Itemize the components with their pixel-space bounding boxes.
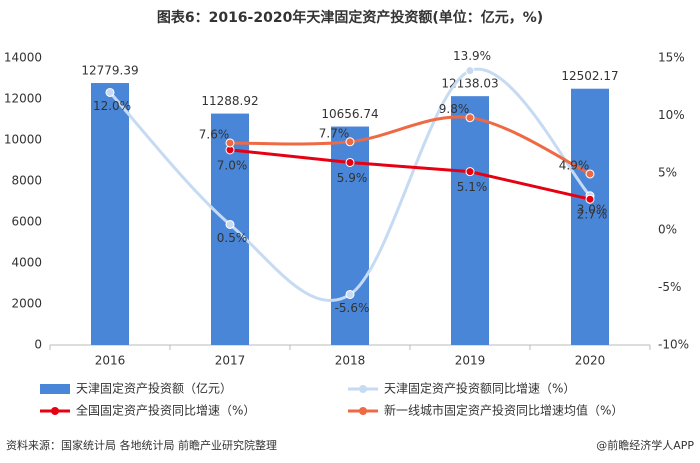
y-tick-label: 14000 (4, 51, 42, 65)
line-point (225, 219, 235, 229)
y2-tick-label: 5% (658, 165, 677, 179)
y-tick-label: 4000 (11, 256, 42, 270)
y2-tick-label: -5% (658, 280, 681, 294)
chart-title: 图表6：2016-2020年天津固定资产投资额(单位：亿元，%) (157, 9, 543, 26)
y-tick-label: 6000 (11, 215, 42, 229)
line-label: 7.0% (217, 158, 248, 172)
line (229, 115, 591, 176)
credit: @前瞻经济学人APP (596, 438, 694, 452)
line-label: 9.8% (439, 102, 470, 116)
x-tick-label: 2017 (215, 354, 246, 368)
line-point (345, 289, 355, 299)
line-point (465, 113, 475, 123)
legend-label: 全国固定资产投资同比增速（%） (76, 403, 255, 418)
y-tick-label: 12000 (4, 92, 42, 106)
line-point (465, 167, 475, 177)
legend-marker (359, 385, 367, 393)
line-label: 13.9% (453, 49, 491, 63)
legend-label: 天津固定资产投资额（亿元） (76, 381, 232, 396)
line-label: 5.9% (337, 171, 368, 185)
bar-label: 11288.92 (201, 94, 258, 108)
y-tick-label: 8000 (11, 174, 42, 188)
legend-swatch (40, 384, 70, 394)
x-tick-label: 2016 (95, 354, 126, 368)
bar-label: 12779.39 (81, 64, 138, 78)
y2-tick-label: -10% (658, 338, 689, 352)
line-point (345, 137, 355, 147)
line-label: 7.6% (199, 127, 230, 141)
line-label: 3.0% (577, 202, 608, 216)
bar (451, 96, 489, 346)
line-point (585, 169, 595, 179)
y-tick-label: 10000 (4, 133, 42, 147)
y2-tick-label: 10% (658, 108, 685, 122)
line-point (225, 138, 235, 148)
bar (571, 88, 609, 346)
bar (91, 83, 129, 345)
line-point (105, 87, 115, 97)
line (229, 148, 591, 201)
line-label: -5.6% (335, 301, 370, 315)
legend-marker (51, 407, 59, 415)
x-tick-label: 2018 (335, 354, 366, 368)
line-label: 12.0% (93, 99, 131, 113)
line-label: 2.7% (577, 208, 608, 222)
y-tick-label: 2000 (11, 297, 42, 311)
y-tick-label: 0 (34, 338, 42, 352)
y2-tick-label: 15% (658, 51, 685, 65)
line (108, 67, 592, 302)
bar-label: 10656.74 (321, 107, 378, 121)
bar-label: 12138.03 (441, 77, 498, 91)
legend-label: 天津固定资产投资额同比增速（%） (384, 381, 575, 396)
line-label: 7.7% (319, 126, 350, 140)
x-tick-label: 2020 (575, 354, 606, 368)
line-label: 0.5% (217, 231, 248, 245)
line-label: 5.1% (457, 180, 488, 194)
source: 资料来源：国家统计局 各地统计局 前瞻产业研究院整理 (6, 438, 277, 452)
y2-tick-label: 0% (658, 223, 677, 237)
line-point (465, 66, 475, 76)
line-point (585, 194, 595, 204)
line-point (345, 157, 355, 167)
legend-label: 新一线城市固定资产投资同比增速均值（%） (384, 403, 623, 418)
x-tick-label: 2019 (455, 354, 486, 368)
line-label: 4.9% (559, 158, 590, 172)
legend-marker (359, 407, 367, 415)
bar-label: 12502.17 (561, 69, 618, 83)
